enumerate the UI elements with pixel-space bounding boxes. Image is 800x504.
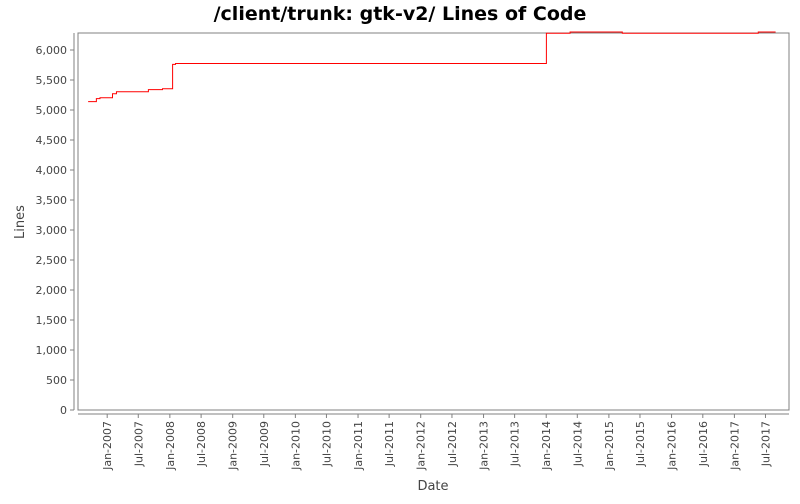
y-axis-label: Lines <box>13 205 28 239</box>
x-axis: Jan-2007 Jul-2007 Jan-2008 Jul-2008 Jan-2009… <box>78 414 789 471</box>
x-tick-label: Jul-2007 <box>132 421 145 467</box>
y-axis: 0 500 1,000 1,500 2,000 2,500 3,000 3,500 4,000 4… <box>36 33 75 417</box>
x-tick-label: Jan-2013 <box>478 421 491 471</box>
x-tick-label: Jul-2017 <box>759 421 772 467</box>
plot-area <box>78 33 789 410</box>
x-tick-label: Jul-2015 <box>634 421 647 467</box>
x-axis-label: Date <box>417 479 448 494</box>
x-tick-label: Jul-2014 <box>571 421 584 467</box>
y-tick-label: 4,500 <box>36 134 68 147</box>
x-tick-label: Jul-2012 <box>446 421 459 467</box>
x-tick-label: Jan-2008 <box>164 421 177 471</box>
y-tick-label: 6,000 <box>36 44 68 57</box>
chart-title: /client/trunk: gtk-v2/ Lines of Code <box>214 3 587 25</box>
y-tick-label: 3,000 <box>36 224 68 237</box>
x-tick-label: Jan-2009 <box>227 421 240 471</box>
y-tick-label: 5,000 <box>36 104 68 117</box>
y-tick-label: 1,500 <box>36 314 68 327</box>
y-tick-label: 2,500 <box>36 254 68 267</box>
y-tick-label: 4,000 <box>36 164 68 177</box>
x-tick-label: Jul-2016 <box>697 421 710 467</box>
y-tick-label: 5,500 <box>36 74 68 87</box>
x-tick-label: Jul-2011 <box>383 421 396 467</box>
x-tick-label: Jan-2014 <box>540 421 553 471</box>
y-tick-label: 500 <box>46 374 67 387</box>
y-tick-label: 2,000 <box>36 284 68 297</box>
x-tick-label: Jan-2017 <box>728 421 741 471</box>
y-tick-label: 3,500 <box>36 194 68 207</box>
x-tick-label: Jan-2016 <box>666 421 679 471</box>
x-tick-label: Jan-2015 <box>603 421 616 471</box>
x-tick-label: Jul-2009 <box>258 421 271 467</box>
x-tick-label: Jan-2007 <box>101 421 114 471</box>
x-tick-label: Jan-2010 <box>289 421 302 471</box>
y-tick-label: 1,000 <box>36 344 68 357</box>
y-tick-label: 0 <box>60 404 67 417</box>
x-tick-label: Jan-2012 <box>415 421 428 471</box>
x-tick-label: Jul-2013 <box>509 421 522 467</box>
x-tick-label: Jul-2008 <box>195 421 208 467</box>
x-tick-label: Jul-2010 <box>320 421 333 467</box>
x-tick-label: Jan-2011 <box>352 421 365 471</box>
